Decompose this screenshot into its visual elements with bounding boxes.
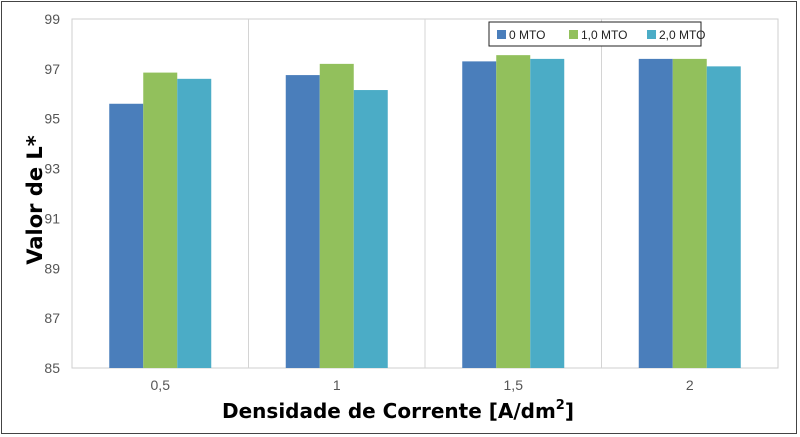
x-tick-label: 2 (686, 377, 694, 393)
bar (530, 58, 565, 369)
x-tick-labels: 0,5 1 1,5 2 (151, 377, 694, 393)
bars (109, 55, 741, 369)
legend-swatch (569, 30, 578, 39)
x-axis-title-end: ] (565, 399, 574, 423)
y-tick-label: 87 (44, 310, 60, 326)
y-tick-label: 97 (44, 61, 60, 77)
x-axis-title-main: Densidade de Corrente [A/dm (222, 399, 556, 423)
legend-swatch (497, 30, 506, 39)
y-tick-labels: 85 87 89 91 93 95 97 99 (44, 11, 60, 376)
y-tick-label: 95 (44, 111, 60, 127)
x-tick-label: 1 (333, 377, 341, 393)
bar (285, 75, 320, 368)
y-tick-label: 91 (44, 210, 60, 226)
legend: 0 MTO 1,0 MTO 2,0 MTO (488, 21, 705, 47)
bar (177, 78, 212, 368)
legend-swatch (647, 30, 656, 39)
legend-label: 2,0 MTO (659, 28, 705, 42)
legend-label: 0 MTO (509, 28, 545, 42)
y-axis-title: Valor de L* (23, 135, 47, 265)
bar (143, 72, 178, 368)
bar (353, 90, 388, 369)
bar (638, 58, 673, 369)
bar (109, 103, 144, 368)
x-tick-label: 1,5 (504, 377, 524, 393)
x-tick-label: 0,5 (151, 377, 171, 393)
y-tick-label: 99 (44, 11, 60, 27)
bar (319, 63, 354, 368)
y-tick-label: 93 (44, 161, 60, 177)
category-separators (248, 19, 602, 368)
x-axis-title-sup: 2 (556, 398, 565, 413)
bar (672, 58, 707, 369)
legend-box (488, 21, 702, 47)
y-tick-label: 89 (44, 260, 60, 276)
legend-label: 1,0 MTO (581, 28, 627, 42)
bar (496, 55, 531, 369)
bar (462, 61, 497, 368)
y-tick-label: 85 (44, 360, 60, 376)
x-axis-title: Densidade de Corrente [A/dm2] (222, 398, 574, 423)
bar (706, 66, 741, 368)
